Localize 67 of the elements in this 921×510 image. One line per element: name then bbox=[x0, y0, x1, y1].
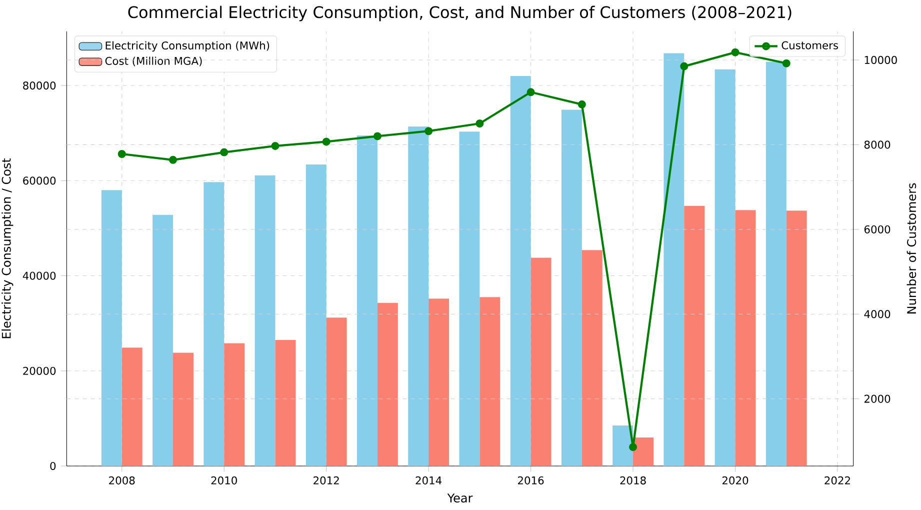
bar bbox=[735, 210, 756, 466]
bar bbox=[612, 426, 634, 466]
point bbox=[578, 100, 586, 108]
x-tick-label: 2022 bbox=[824, 476, 850, 484]
y2-tick-label: 6000 bbox=[864, 225, 890, 234]
point bbox=[168, 156, 177, 164]
legend-label: Cost (Million MGA) bbox=[105, 56, 202, 66]
y2-tick-label: 2000 bbox=[864, 394, 890, 403]
bar bbox=[510, 76, 531, 466]
bar bbox=[664, 53, 684, 466]
point bbox=[731, 48, 740, 56]
point bbox=[629, 443, 638, 452]
bar bbox=[561, 110, 582, 466]
bar bbox=[204, 182, 224, 466]
y2-tick-label: 10000 bbox=[864, 56, 897, 64]
bar bbox=[633, 437, 654, 466]
y2-axis-title: Number of Customers bbox=[906, 183, 916, 314]
bar bbox=[326, 318, 347, 466]
bar bbox=[306, 164, 326, 466]
x-tick-label: 2020 bbox=[722, 476, 748, 484]
point bbox=[271, 142, 280, 150]
x-tick-label: 2012 bbox=[314, 476, 339, 484]
bar bbox=[714, 69, 736, 466]
point bbox=[118, 150, 126, 158]
x-tick-label: 2018 bbox=[620, 476, 646, 484]
y-axis-title: Electricity Consumption / Cost bbox=[2, 158, 14, 338]
bar bbox=[377, 302, 398, 466]
point bbox=[373, 132, 382, 140]
bar bbox=[122, 348, 142, 466]
point bbox=[680, 62, 688, 70]
bar bbox=[582, 250, 602, 466]
y-tick-label: 40000 bbox=[22, 272, 56, 280]
point bbox=[526, 88, 535, 96]
bar bbox=[530, 258, 552, 466]
bar bbox=[357, 135, 378, 466]
x-tick-label: 2008 bbox=[109, 476, 135, 484]
point bbox=[782, 59, 790, 68]
x-axis-title: Year bbox=[447, 494, 473, 503]
bar bbox=[684, 206, 705, 466]
y-tick-label: 80000 bbox=[23, 81, 56, 90]
bar bbox=[459, 132, 480, 466]
point bbox=[476, 119, 484, 128]
legend-label: Electricity Consumption (MWh) bbox=[106, 41, 270, 52]
bar bbox=[173, 352, 194, 466]
y2-tick-label: 4000 bbox=[864, 310, 890, 318]
bar bbox=[152, 214, 173, 466]
point bbox=[322, 138, 330, 146]
x-tick-label: 2016 bbox=[518, 476, 544, 484]
x-tick-label: 2014 bbox=[416, 476, 442, 484]
chart-title: Commercial Electricity Consumption, Cost, and Number of Customers (2008–2021) bbox=[128, 6, 792, 22]
legend-label: Customers bbox=[782, 41, 838, 50]
bar bbox=[101, 190, 122, 466]
x-tick-label: 2010 bbox=[211, 476, 237, 484]
y-tick-label: 0 bbox=[50, 462, 56, 470]
point bbox=[220, 148, 228, 156]
bar bbox=[275, 340, 296, 466]
bar bbox=[408, 126, 429, 466]
bar bbox=[480, 297, 500, 466]
y2-tick-label: 8000 bbox=[864, 140, 890, 149]
y-tick-label: 60000 bbox=[23, 176, 56, 185]
point bbox=[424, 127, 433, 136]
bar bbox=[786, 210, 807, 466]
bar bbox=[766, 62, 786, 466]
bar bbox=[254, 175, 276, 466]
bar bbox=[224, 343, 245, 466]
bar bbox=[428, 298, 450, 466]
y-tick-label: 20000 bbox=[23, 366, 56, 375]
